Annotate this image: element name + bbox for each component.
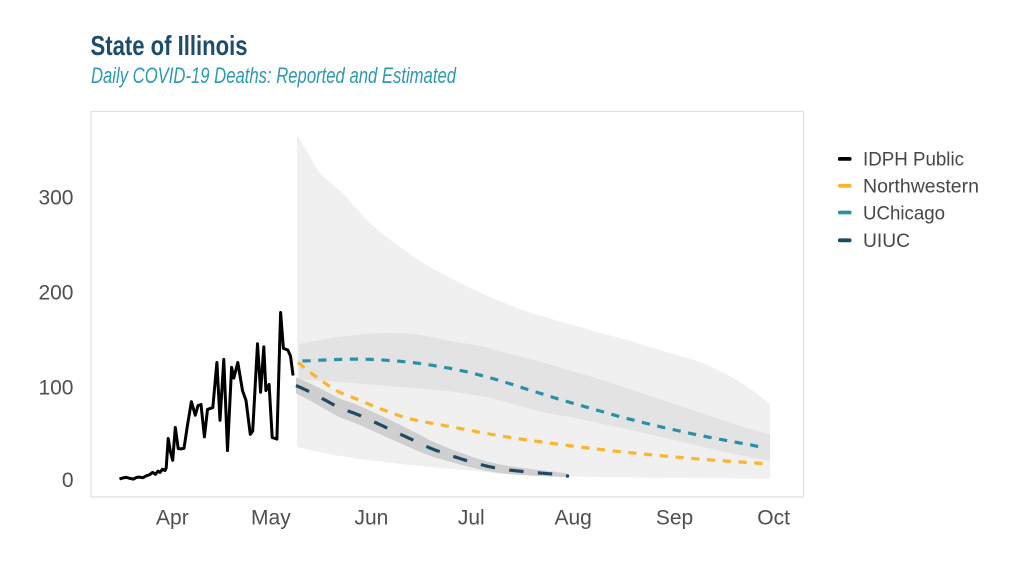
svg-text:State of Illinois: State of Illinois (91, 30, 248, 61)
svg-text:200: 200 (38, 281, 73, 304)
svg-text:May: May (251, 507, 291, 530)
svg-text:Sep: Sep (656, 507, 693, 530)
svg-text:IDPH Public: IDPH Public (863, 149, 964, 171)
svg-text:Aug: Aug (555, 507, 592, 530)
svg-text:Apr: Apr (156, 507, 189, 530)
svg-text:Jul: Jul (458, 507, 485, 530)
svg-text:0: 0 (62, 469, 74, 492)
svg-text:Daily COVID-19 Deaths: Reporte: Daily COVID-19 Deaths: Reported and Esti… (91, 63, 457, 88)
svg-text:300: 300 (38, 187, 73, 210)
svg-text:Northwestern: Northwestern (863, 176, 979, 198)
svg-text:UChicago: UChicago (863, 202, 945, 224)
svg-text:Oct: Oct (757, 507, 790, 530)
svg-text:100: 100 (38, 376, 73, 399)
svg-text:Jun: Jun (354, 507, 388, 530)
svg-text:UIUC: UIUC (863, 230, 910, 252)
